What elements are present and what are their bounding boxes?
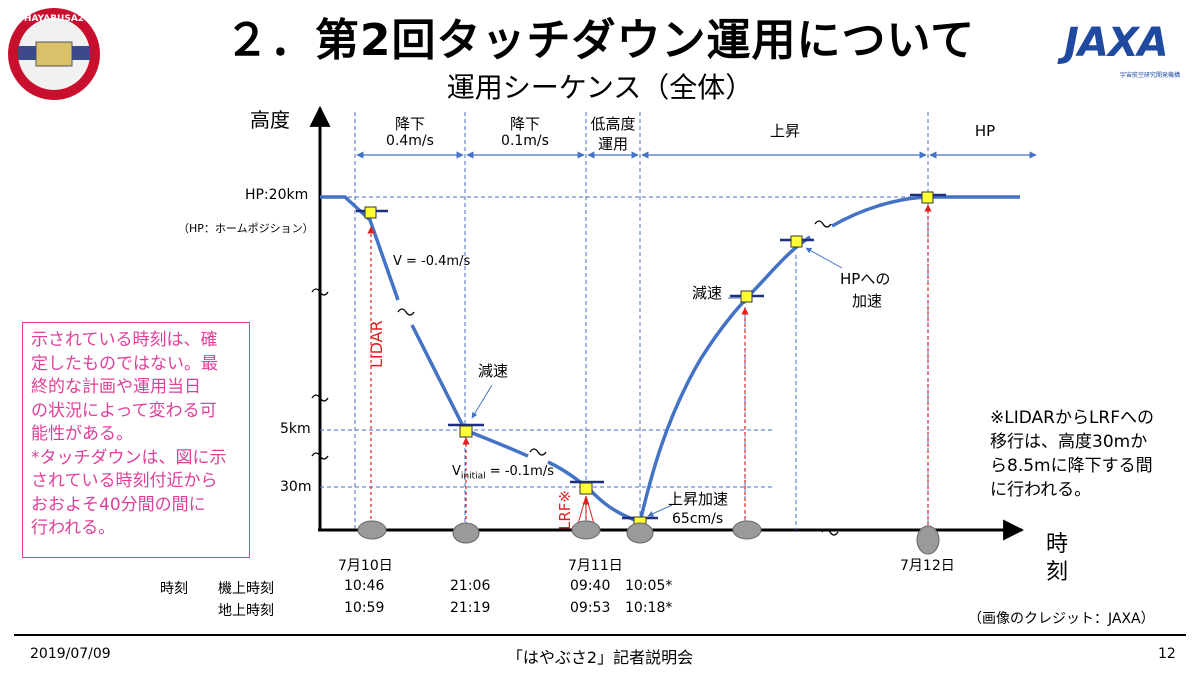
footer-divider <box>14 634 1186 636</box>
page-number: 12 <box>1158 646 1176 662</box>
trajectory-ascent <box>638 235 811 523</box>
y-break <box>311 452 329 460</box>
descent-velocity: V = -0.4m/s <box>393 254 471 269</box>
jaxa-logo: JAXA 宇宙航空研究開発機構 <box>1060 20 1190 92</box>
spacecraft-marker <box>356 206 388 219</box>
curve-break <box>814 220 832 228</box>
spacecraft-marker <box>780 235 814 248</box>
phase-label: 降下 <box>394 115 425 133</box>
phase-label: 低高度 <box>590 115 636 133</box>
asteroid-icon <box>357 520 387 540</box>
hp-accel-label-2: 加速 <box>852 292 883 310</box>
x-break <box>821 528 839 536</box>
phase-sub: 運用 <box>597 135 628 153</box>
spacecraft-marker <box>448 423 484 438</box>
onboard-time-label: 機上時刻 <box>218 581 274 597</box>
ascent-speed-label: 65cm/s <box>672 511 724 527</box>
date-label: 7月11日 <box>568 558 623 574</box>
phase-label: 上昇 <box>769 122 800 140</box>
mission-logo-text: HAYABUSA2 <box>23 14 85 24</box>
onboard-time: 21:06 <box>450 578 491 594</box>
page-title: ２．第2回タッチダウン運用について <box>224 15 976 66</box>
lidar-lrf-note: ※LIDARからLRFへの 移行は、高度30mか ら8.5mに降下する間 に行わ… <box>990 406 1190 502</box>
asteroid-icon <box>732 520 762 540</box>
initial-velocity: Vinitial = -0.1m/s <box>452 464 554 482</box>
hp-level-label: HP:20km <box>245 187 309 203</box>
hp-note: （HP：ホームポジション） <box>178 222 314 235</box>
date-label: 7月10日 <box>338 558 393 574</box>
lidar-label: LIDAR <box>367 320 386 368</box>
disclaimer-line: 能性がある。 <box>31 424 133 444</box>
phase-label: HP <box>974 122 996 140</box>
onboard-time: 10:46 <box>344 578 385 594</box>
phase-label: 降下 <box>509 115 540 133</box>
onboard-time: 10:05* <box>625 578 673 594</box>
x-axis-label-2: 刻 <box>1046 560 1069 585</box>
time-header: 時刻 <box>160 581 188 597</box>
disclaimer-line: 行われる。 <box>31 518 116 538</box>
note-line: 移行は、高度30mか <box>990 432 1148 452</box>
jaxa-logo-text: JAXA <box>1064 20 1169 66</box>
disclaimer-line: *タッチダウンは、図に示 <box>31 447 227 468</box>
jaxa-subtext: 宇宙航空研究開発機構 <box>1120 72 1181 79</box>
ground-time: 09:53 <box>570 600 611 616</box>
asteroid-icon <box>571 520 601 540</box>
y-axis-label: 高度 <box>250 108 290 132</box>
footer-date: 2019/07/09 <box>30 646 111 662</box>
spacecraft-marker <box>730 290 764 303</box>
phase-sub: 0.1m/s <box>501 133 549 149</box>
page-subtitle: 運用シーケンス（全体） <box>446 71 754 104</box>
y-break <box>311 394 329 402</box>
asteroid-icon <box>916 525 940 555</box>
date-label: 7月12日 <box>900 558 955 574</box>
hayabusa2-mission-logo: HAYABUSA2 <box>6 6 102 102</box>
curve-break <box>397 308 415 316</box>
ground-time: 10:59 <box>344 600 385 616</box>
hp-accel-label-1: HPへの <box>840 270 891 288</box>
image-credit: （画像のクレジット：JAXA） <box>968 611 1155 627</box>
disclaimer-line: されている時刻付近から <box>31 471 218 491</box>
asteroid-icon <box>626 522 654 544</box>
ground-time-label: 地上時刻 <box>218 603 274 619</box>
note-line: ら8.5mに降下する間 <box>990 456 1153 476</box>
onboard-time: 09:40 <box>570 578 611 594</box>
disclaimer-box: 示されている時刻は、確 定したものではない。最 終的な計画や運用当日 の状況によ… <box>22 322 250 558</box>
trajectory-descent <box>320 195 400 301</box>
5km-label: 5km <box>280 421 311 437</box>
disclaimer-line: 示されている時刻は、確 <box>31 330 218 350</box>
asteroid-icon <box>452 522 480 544</box>
ground-time: 10:18* <box>625 600 673 616</box>
disclaimer-line: おおよそ40分間の間に <box>31 494 206 515</box>
note-line: に行われる。 <box>990 480 1092 500</box>
curve-break <box>529 448 547 456</box>
x-axis-label-1: 時 <box>1046 532 1069 557</box>
phase-sub: 0.4m/s <box>386 133 434 149</box>
footer-title: 「はやぶさ2」記者説明会 <box>506 648 694 667</box>
note-line: ※LIDARからLRFへの <box>990 408 1155 428</box>
spacecraft-marker <box>910 191 946 204</box>
ground-time: 21:19 <box>450 600 491 616</box>
disclaimer-line: 終的な計画や運用当日 <box>31 377 201 397</box>
ascent-accel-label: 上昇加速 <box>668 490 729 508</box>
disclaimer-line: 定したものではない。最 <box>31 353 218 374</box>
decel-label-1: 減速 <box>478 362 509 380</box>
30m-label: 30m <box>280 479 312 495</box>
decel-label-2: 減速 <box>692 284 723 302</box>
lrf-label: LRF※ <box>556 490 574 530</box>
spacecraft-marker <box>570 480 604 495</box>
y-break <box>311 288 329 296</box>
disclaimer-line: の状況によって変わる可 <box>31 400 217 421</box>
